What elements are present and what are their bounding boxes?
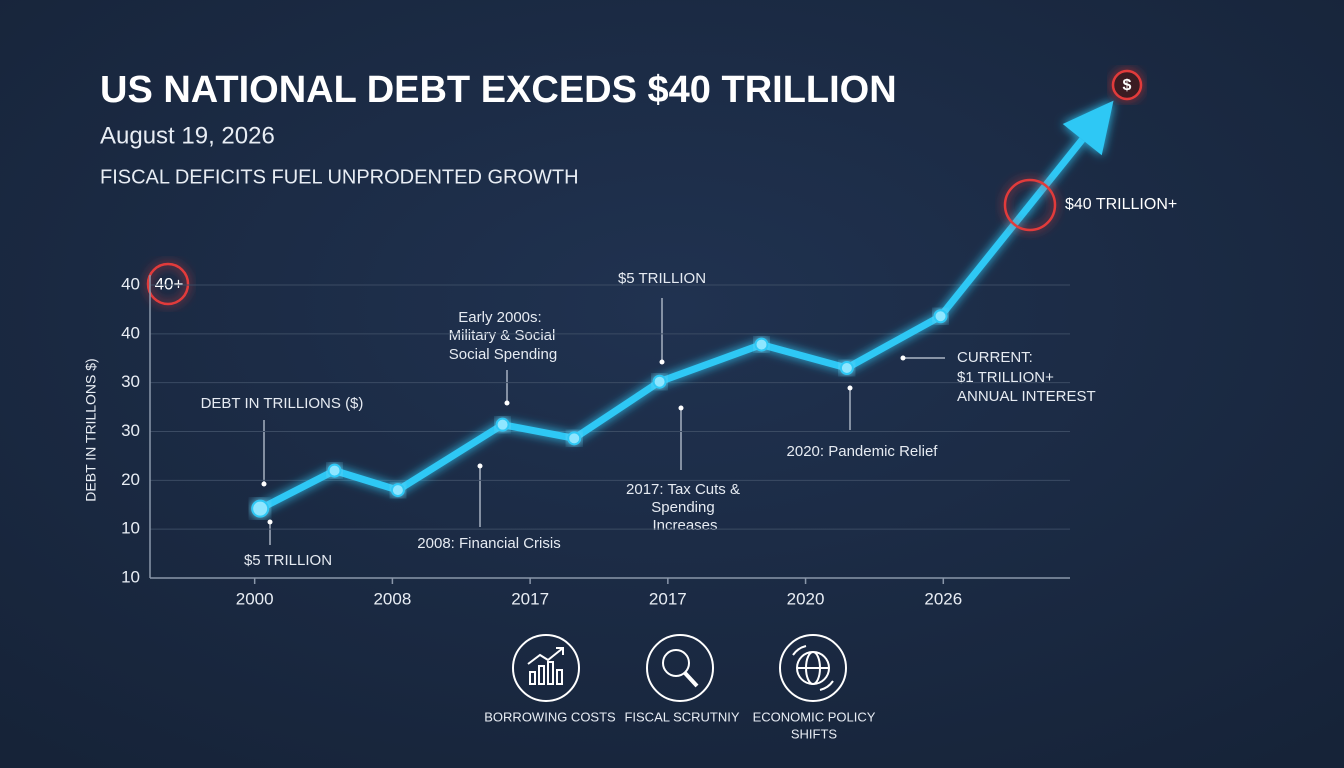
arrow-shaft <box>1023 137 1085 212</box>
annotation: DEBT IN TRILLIONS ($) <box>201 395 364 412</box>
icon-label: FISCAL SCRUTNIY <box>624 709 739 724</box>
y-tick-label: 10 <box>121 567 140 586</box>
icons <box>512 634 847 702</box>
point <box>251 499 270 518</box>
title: US NATIONAL DEBT EXCEDS $40 TRILLION <box>100 69 897 111</box>
badge-ring <box>146 262 190 306</box>
annotation: Early 2000s: <box>458 309 541 326</box>
y-tick-label: 40 <box>121 274 140 293</box>
annotation: 2008: Financial Crisis <box>417 535 560 552</box>
point <box>652 374 667 389</box>
y-tick-label: 10 <box>121 519 140 538</box>
point <box>390 483 405 498</box>
x-tick-label: 2000 <box>236 589 274 608</box>
end-icon: $ <box>1123 77 1132 94</box>
date: August 19, 2026 <box>100 122 275 149</box>
icon-label: ECONOMIC POLICY <box>753 709 876 724</box>
x-tick-label: 2008 <box>373 589 411 608</box>
point <box>495 417 510 432</box>
annotation: $5 TRILLION <box>244 552 332 569</box>
point <box>327 463 342 478</box>
point <box>754 337 769 352</box>
y-tick-label: 40 <box>121 323 140 342</box>
x-tick-label: 2020 <box>787 589 825 608</box>
y-axis-label: DEBT IN TRILLONS $) <box>83 358 99 501</box>
annotation: Military & Social <box>449 327 556 344</box>
annotation: $5 TRILLION <box>618 270 706 287</box>
icon-label: SHIFTS <box>791 726 838 741</box>
overlay: $ $40 TRILLION+ <box>1003 69 1177 232</box>
point <box>567 431 582 446</box>
annotation: ANNUAL INTEREST <box>957 388 1096 405</box>
leaders <box>261 298 945 545</box>
x-tick-label: 2026 <box>924 589 962 608</box>
end-label: $40 TRILLION+ <box>1065 196 1177 213</box>
annotation: 2020: Pandemic Relief <box>787 443 939 460</box>
point <box>933 309 948 324</box>
annotation: Increases <box>652 517 717 534</box>
annotation: Social Spending <box>449 346 557 363</box>
arrow-head <box>1062 100 1114 156</box>
icon-label: BORROWING COSTS <box>484 709 616 724</box>
annotation: 2017: Tax Cuts & <box>626 481 740 498</box>
badge: 40+ <box>155 274 184 293</box>
end-icon-ring <box>1111 69 1143 101</box>
chain-ring <box>1003 178 1057 232</box>
annotation: CURRENT: <box>957 349 1033 366</box>
y-tick-label: 20 <box>121 470 140 489</box>
x-tick-label: 2017 <box>511 589 549 608</box>
subtitle: FISCAL DEFICITS FUEL UNPRODENTED GROWTH <box>100 166 579 188</box>
plot: 10 10 20 30 30 40 40 2000 2008 2017 2017 2020 2026 <box>121 100 1114 608</box>
y-tick-label: 30 <box>121 421 140 440</box>
point <box>839 361 854 376</box>
y-tick-label: 30 <box>121 372 140 391</box>
x-tick-label: 2017 <box>649 589 687 608</box>
debt-line <box>256 206 1030 513</box>
annotation: $1 TRILLION+ <box>957 369 1054 386</box>
annotation: Spending <box>651 499 714 516</box>
